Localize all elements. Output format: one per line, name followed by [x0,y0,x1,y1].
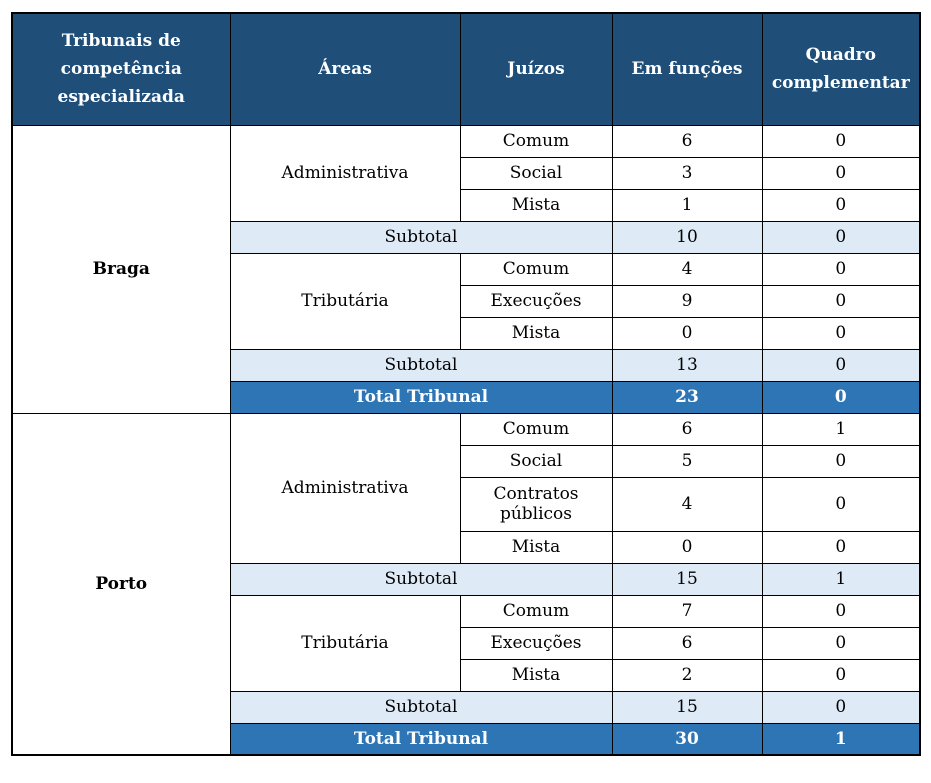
quadro-subtotal-cell: 0 [761,220,921,254]
area-name-cell: Tributária [229,594,461,692]
subtotal-label-cell: Subtotal [229,220,613,254]
em-funcoes-total-cell: 23 [611,380,763,414]
table-row: Mista 0 0 [12,530,921,564]
subtotal-row: Subtotal 13 0 [12,348,921,382]
tribunals-table-container: Tribunais de competência especializada Á… [11,12,921,756]
table-row: Tributária Comum 4 0 [12,252,921,350]
em-funcoes-value-cell: 3 [611,156,763,190]
juizo-name-cell: Comum [459,252,613,286]
subtotal-label-cell: Subtotal [229,348,613,382]
total-row: Total Tribunal 23 0 [12,380,921,414]
juizo-name-cell: Mista [459,316,613,350]
juizo-name-cell: Comum [459,594,613,628]
tribunal-name-braga: Braga [11,124,231,414]
quadro-value-cell: 0 [761,252,921,286]
table-row: Contratos públicos 4 0 [12,476,921,532]
header-em-funcoes-column: Em funções [611,12,763,126]
em-funcoes-value-cell: 5 [611,444,763,478]
header-juizos-column: Juízos [459,12,613,126]
em-funcoes-subtotal-cell: 15 [611,562,763,596]
em-funcoes-value-cell: 6 [611,412,763,446]
quadro-subtotal-cell: 0 [761,690,921,724]
juizo-name-cell: Contratos públicos [459,476,613,532]
em-funcoes-subtotal-cell: 15 [611,690,763,724]
em-funcoes-total-cell: 30 [611,722,763,756]
table-body: Braga Administrativa Comum 6 0 Social 3 … [11,124,921,756]
table-row: Mista 0 0 [12,316,921,350]
subtotal-row: Subtotal 15 1 [12,562,921,596]
juizo-name-cell: Mista [459,188,613,222]
total-label-cell: Total Tribunal [229,722,613,756]
header-tribunais-column: Tribunais de competência especializada [11,12,231,126]
juizo-name-cell: Social [459,156,613,190]
juizo-name-cell: Social [459,444,613,478]
quadro-value-cell: 0 [761,626,921,660]
quadro-value-cell: 0 [761,188,921,222]
quadro-value-cell: 0 [761,658,921,692]
juizo-name-cell: Comum [459,412,613,446]
quadro-subtotal-cell: 0 [761,348,921,382]
quadro-value-cell: 0 [761,316,921,350]
header-quadro-column: Quadro complementar [761,12,921,126]
em-funcoes-value-cell: 4 [611,476,763,532]
em-funcoes-value-cell: 9 [611,284,763,318]
tribunal-name-porto: Porto [11,412,231,756]
subtotal-row: Subtotal 15 0 [12,690,921,724]
juizo-name-cell: Mista [459,530,613,564]
table-row: Braga Administrativa Comum 6 0 [11,124,921,414]
quadro-value-cell: 0 [761,124,921,158]
em-funcoes-subtotal-cell: 10 [611,220,763,254]
total-label-cell: Total Tribunal [229,380,613,414]
subtotal-label-cell: Subtotal [229,690,613,724]
em-funcoes-value-cell: 2 [611,658,763,692]
em-funcoes-value-cell: 0 [611,530,763,564]
em-funcoes-subtotal-cell: 13 [611,348,763,382]
em-funcoes-value-cell: 0 [611,316,763,350]
em-funcoes-value-cell: 7 [611,594,763,628]
juizo-name-cell: Execuções [459,626,613,660]
quadro-value-cell: 0 [761,476,921,532]
total-row: Total Tribunal 30 1 [12,722,921,756]
juizo-name-cell: Comum [459,124,613,158]
area-name-cell: Administrativa [229,124,461,222]
table-row: Mista 1 0 [12,188,921,222]
em-funcoes-value-cell: 1 [611,188,763,222]
table-row: Execuções 9 0 [12,284,921,318]
quadro-subtotal-cell: 1 [761,562,921,596]
header-areas-column: Áreas [229,12,461,126]
subtotal-label-cell: Subtotal [229,562,613,596]
quadro-value-cell: 1 [761,412,921,446]
subtotal-row: Subtotal 10 0 [12,220,921,254]
quadro-value-cell: 0 [761,284,921,318]
table-header: Tribunais de competência especializada Á… [11,12,921,126]
tribunals-table: Tribunais de competência especializada Á… [11,12,921,756]
quadro-value-cell: 0 [761,444,921,478]
juizo-name-cell: Mista [459,658,613,692]
table-row: Execuções 6 0 [12,626,921,660]
quadro-total-cell: 1 [761,722,921,756]
area-name-cell: Tributária [229,252,461,350]
table-row: Tributária Comum 7 0 [12,594,921,692]
table-row: Social 3 0 [12,156,921,190]
quadro-total-cell: 0 [761,380,921,414]
quadro-value-cell: 0 [761,156,921,190]
table-row: Mista 2 0 [12,658,921,692]
header-row: Tribunais de competência especializada Á… [11,12,921,126]
juizo-name-cell: Execuções [459,284,613,318]
table-row: Porto Administrativa Comum 6 1 [11,412,921,756]
quadro-value-cell: 0 [761,530,921,564]
em-funcoes-value-cell: 6 [611,626,763,660]
em-funcoes-value-cell: 4 [611,252,763,286]
em-funcoes-value-cell: 6 [611,124,763,158]
quadro-value-cell: 0 [761,594,921,628]
area-name-cell: Administrativa [229,412,461,564]
